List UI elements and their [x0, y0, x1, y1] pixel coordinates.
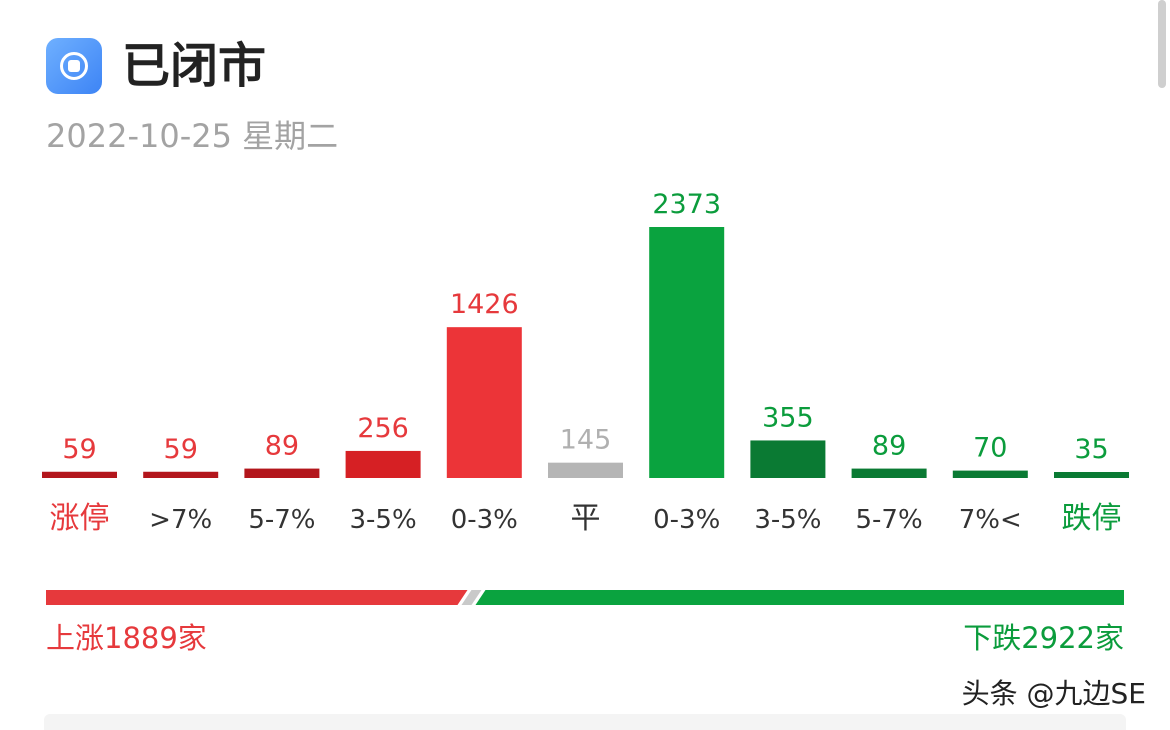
bar-7: [750, 440, 826, 478]
bar-value-label-6: 2373: [652, 189, 721, 220]
bar-10: [1054, 472, 1129, 478]
falling-segment: [475, 590, 1125, 605]
bar-8: [851, 468, 927, 478]
bar-value-label-4: 1426: [450, 289, 519, 320]
bar-3: [345, 450, 421, 478]
bar-5: [548, 462, 623, 478]
category-label-7: 3-5%: [754, 505, 821, 535]
category-label-3: 3-5%: [350, 505, 417, 535]
bar-value-label-7: 355: [762, 402, 814, 433]
bar-2: [244, 468, 320, 478]
record-icon: [46, 38, 102, 94]
bar-value-label-1: 59: [164, 434, 198, 465]
category-label-8: 5-7%: [856, 505, 923, 535]
category-label-0: 涨停: [50, 501, 110, 536]
category-label-4: 0-3%: [451, 505, 518, 535]
bar-value-label-2: 89: [265, 431, 299, 462]
bar-4: [446, 327, 522, 478]
bar-value-label-8: 89: [872, 431, 906, 462]
bar-9: [952, 470, 1028, 478]
next-card: [44, 714, 1126, 730]
scrollbar[interactable]: [1158, 0, 1166, 88]
bar-value-label-10: 35: [1074, 434, 1108, 465]
flat-segment: [461, 590, 482, 605]
category-label-6: 0-3%: [653, 505, 720, 535]
rising-segment: [46, 590, 468, 605]
bar-6: [649, 227, 725, 478]
price-distribution-chart: 59 涨停 59 >7% 89 5-7% 256 3-5% 1426 0-3% 145 平 2373 0-…: [42, 189, 1129, 536]
rise-fall-ratio-bar: [46, 590, 1125, 605]
market-status-title: 已闭市: [122, 38, 267, 94]
falling-count-label: 下跌2922家: [963, 621, 1124, 655]
bar-value-label-3: 256: [357, 413, 409, 444]
bar-0: [42, 471, 117, 478]
category-label-5: 平: [571, 501, 601, 536]
category-label-1: >7%: [149, 505, 212, 535]
watermark: 头条 @九边SE: [961, 677, 1146, 710]
rising-count-label: 上涨1889家: [46, 621, 207, 655]
trade-date: 2022-10-25 星期二: [46, 117, 339, 155]
bar-value-label-0: 59: [62, 434, 96, 465]
bar-value-label-9: 70: [973, 433, 1007, 464]
category-label-9: 7%<: [959, 505, 1022, 535]
bar-1: [143, 471, 219, 478]
category-label-10: 跌停: [1062, 501, 1122, 536]
category-label-2: 5-7%: [248, 505, 315, 535]
bar-value-label-5: 145: [560, 425, 612, 456]
